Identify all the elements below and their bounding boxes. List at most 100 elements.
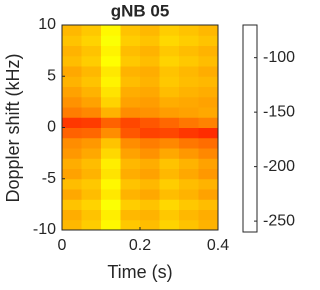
heatmap-cell — [140, 76, 160, 87]
heatmap-cell — [120, 107, 141, 118]
heatmap-cell — [140, 86, 160, 98]
heatmap-cell — [120, 178, 141, 190]
heatmap-cell — [62, 219, 82, 231]
heatmap-cell — [140, 158, 160, 169]
heatmap-cell — [62, 45, 82, 57]
heatmap-cell — [101, 25, 121, 36]
heatmap-cell — [101, 86, 121, 98]
heatmap-cell — [159, 86, 180, 98]
y-tick-label: -5 — [42, 170, 56, 187]
heatmap-cell — [101, 96, 121, 108]
heatmap-cell — [101, 148, 121, 159]
x-tick-label: 0.2 — [129, 237, 151, 254]
y-tick-label: 10 — [38, 16, 56, 33]
colorbar-tick-label: -100 — [263, 49, 295, 66]
heatmap-cell — [140, 178, 160, 190]
heatmap-cell — [120, 127, 141, 139]
heatmap-cell — [101, 137, 121, 149]
chart: gNB 05 Time (s) Doppler shift (kHz) 0 0.2… — [3, 1, 295, 281]
heatmap-cell — [101, 178, 121, 190]
heatmap-cell — [101, 158, 121, 169]
heatmap-cell — [81, 76, 102, 87]
heatmap-cell — [101, 76, 121, 87]
heatmap-cell — [140, 25, 160, 36]
heatmap-cell — [159, 137, 180, 149]
heatmap-cell — [159, 168, 180, 180]
heatmap-cell — [198, 209, 219, 221]
heatmap-cell — [120, 148, 141, 159]
heatmap-cell — [179, 96, 199, 108]
heatmap-cell — [140, 107, 160, 118]
heatmap-cell — [62, 117, 82, 128]
y-tick-label: 5 — [47, 67, 56, 84]
heatmap-cell — [62, 168, 82, 180]
heatmap-cell — [159, 25, 180, 36]
heatmap-cell — [198, 96, 219, 108]
heatmap-cell — [81, 158, 102, 169]
heatmap-cell — [179, 209, 199, 221]
heatmap-cell — [198, 199, 219, 210]
heatmap-cell — [159, 55, 180, 67]
heatmap-cell — [120, 25, 141, 36]
heatmap-cell — [198, 45, 219, 57]
x-tick-label: 0 — [58, 237, 67, 254]
heatmap-cell — [179, 189, 199, 200]
heatmap-cell — [179, 55, 199, 67]
heatmap-cell — [198, 158, 219, 169]
heatmap-cell — [101, 117, 121, 128]
heatmap-cell — [62, 66, 82, 77]
heatmap-cell — [159, 189, 180, 200]
heatmap-cell — [179, 178, 199, 190]
heatmap-cell — [81, 107, 102, 118]
x-tick-label: 0.4 — [207, 237, 229, 254]
heatmap-cell — [198, 219, 219, 231]
heatmap-cell — [198, 168, 219, 180]
heatmap-cell — [140, 189, 160, 200]
heatmap-cell — [179, 168, 199, 180]
y-tick-label: -10 — [33, 221, 56, 238]
heatmap-cell — [81, 148, 102, 159]
colorbar — [242, 24, 258, 233]
heatmap-cell — [140, 127, 160, 139]
heatmap-cell — [198, 137, 219, 149]
chart-title: gNB 05 — [111, 1, 170, 20]
heatmap-cell — [62, 25, 82, 36]
heatmap-cell — [179, 127, 199, 139]
heatmap-cell — [179, 199, 199, 210]
colorbar-tick-label: -200 — [263, 158, 295, 175]
heatmap-cell — [159, 96, 180, 108]
heatmap-cell — [198, 86, 219, 98]
heatmap-cell — [179, 35, 199, 46]
heatmap-cell — [101, 107, 121, 118]
heatmap-cell — [101, 127, 121, 139]
heatmap-cell — [198, 25, 219, 36]
heatmap-cell — [140, 35, 160, 46]
heatmap-cell — [62, 86, 82, 98]
heatmap-cell — [159, 199, 180, 210]
heatmap-cell — [198, 35, 219, 46]
heatmap-cell — [198, 127, 219, 139]
heatmap-cell — [101, 209, 121, 221]
heatmap-cell — [81, 168, 102, 180]
heatmap-cell — [62, 148, 82, 159]
heatmap-cell — [140, 66, 160, 77]
heatmap-cell — [81, 45, 102, 57]
heatmap-cell — [198, 189, 219, 200]
heatmap-cell — [179, 117, 199, 128]
heatmap-cell — [159, 148, 180, 159]
heatmap-cell — [159, 219, 180, 231]
heatmap-cell — [101, 219, 121, 231]
heatmap-cell — [179, 86, 199, 98]
heatmap-cell — [120, 168, 141, 180]
heatmap-cell — [159, 209, 180, 221]
heatmap-cell — [179, 137, 199, 149]
heatmap-cell — [159, 127, 180, 139]
heatmap — [62, 25, 219, 231]
heatmap-cell — [101, 199, 121, 210]
heatmap-cell — [120, 45, 141, 57]
heatmap-cell — [140, 96, 160, 108]
heatmap-cell — [120, 117, 141, 128]
heatmap-cell — [120, 96, 141, 108]
heatmap-cell — [140, 168, 160, 180]
heatmap-cell — [101, 168, 121, 180]
